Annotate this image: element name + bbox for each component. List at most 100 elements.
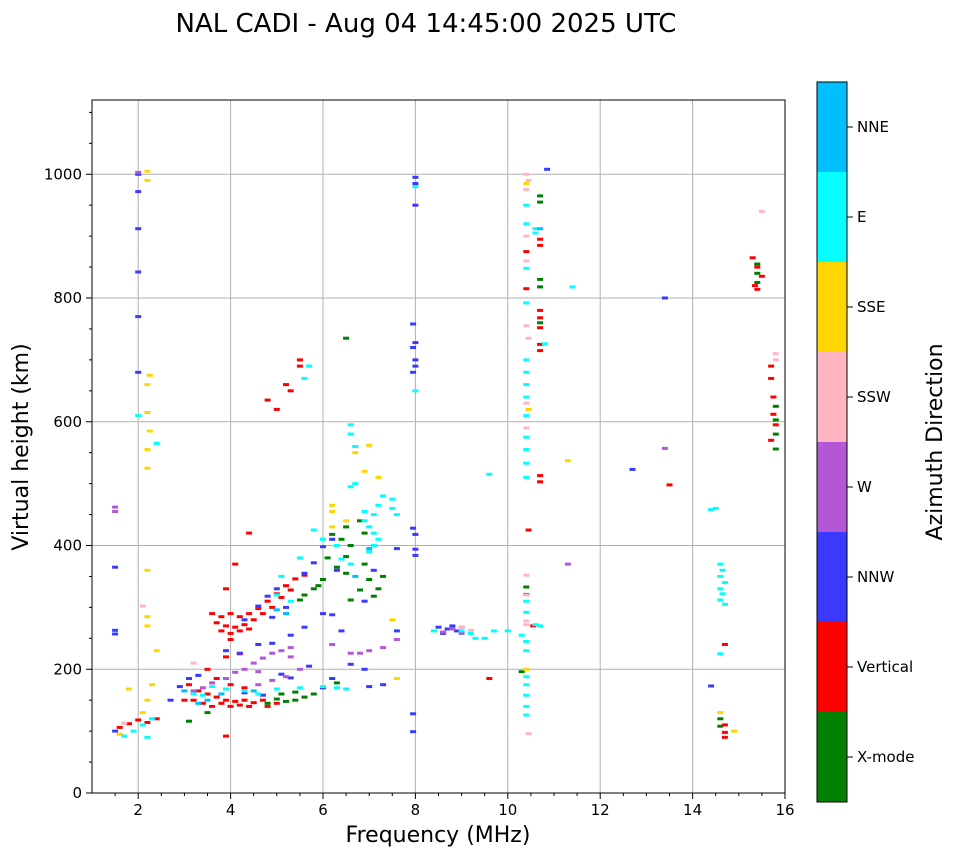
data-point bbox=[116, 732, 123, 736]
data-point bbox=[232, 562, 239, 566]
data-point bbox=[444, 627, 451, 631]
data-point bbox=[144, 466, 151, 470]
data-point bbox=[227, 638, 234, 641]
data-point bbox=[537, 200, 544, 204]
data-point bbox=[523, 599, 530, 603]
data-point bbox=[412, 547, 419, 551]
data-point bbox=[146, 429, 153, 433]
data-point bbox=[352, 574, 359, 578]
data-point bbox=[523, 426, 530, 430]
data-point bbox=[232, 699, 239, 703]
data-point bbox=[329, 677, 336, 680]
data-point bbox=[255, 683, 262, 687]
data-point bbox=[144, 383, 151, 387]
data-point bbox=[329, 510, 336, 513]
data-point bbox=[273, 608, 280, 612]
data-point bbox=[467, 631, 474, 635]
data-point bbox=[236, 703, 243, 707]
data-point bbox=[181, 698, 188, 702]
data-point bbox=[525, 732, 532, 736]
data-point bbox=[721, 581, 728, 585]
data-point bbox=[389, 506, 396, 510]
data-point bbox=[523, 683, 530, 687]
data-point bbox=[287, 633, 294, 637]
data-point bbox=[296, 686, 303, 690]
data-point bbox=[310, 561, 317, 565]
data-point bbox=[393, 629, 400, 633]
data-point bbox=[412, 532, 419, 536]
data-point bbox=[310, 528, 317, 532]
data-point bbox=[320, 545, 326, 549]
data-point bbox=[186, 719, 192, 723]
data-point bbox=[139, 723, 146, 727]
data-point bbox=[569, 285, 576, 289]
data-point bbox=[112, 632, 119, 636]
y-tick-label: 400 bbox=[53, 537, 82, 555]
data-point bbox=[144, 448, 151, 452]
data-point bbox=[213, 621, 220, 625]
data-point bbox=[301, 573, 308, 577]
data-point bbox=[306, 364, 313, 368]
data-point bbox=[523, 259, 530, 263]
data-point bbox=[544, 167, 551, 171]
y-tick-label: 0 bbox=[72, 784, 82, 802]
data-point bbox=[523, 619, 530, 623]
data-point bbox=[486, 472, 493, 476]
data-point bbox=[343, 571, 350, 575]
data-point bbox=[525, 336, 532, 340]
data-point bbox=[361, 562, 368, 566]
data-point bbox=[144, 698, 151, 702]
colorbar-label-w: W bbox=[857, 478, 872, 496]
data-point bbox=[629, 467, 636, 471]
data-point bbox=[283, 699, 289, 703]
data-point bbox=[338, 537, 345, 541]
data-point bbox=[370, 513, 377, 517]
data-point bbox=[666, 483, 673, 487]
data-point bbox=[241, 698, 248, 702]
data-point bbox=[241, 686, 248, 690]
data-point bbox=[347, 544, 354, 547]
data-point bbox=[366, 443, 373, 447]
data-point bbox=[112, 565, 119, 569]
data-point bbox=[523, 704, 530, 708]
data-point bbox=[287, 588, 294, 592]
data-point bbox=[343, 687, 350, 691]
data-point bbox=[144, 178, 151, 182]
data-point bbox=[204, 667, 211, 671]
data-point bbox=[338, 629, 345, 633]
y-tick-label: 600 bbox=[53, 413, 82, 431]
data-point bbox=[717, 562, 724, 566]
y-axis: 0 200 400 600 800 1000 bbox=[44, 111, 92, 802]
data-point bbox=[393, 638, 400, 641]
data-point bbox=[361, 531, 368, 535]
data-point bbox=[283, 383, 289, 387]
data-point bbox=[324, 556, 331, 560]
data-point bbox=[430, 629, 437, 633]
data-point bbox=[121, 721, 128, 725]
data-point bbox=[770, 412, 777, 416]
data-point bbox=[366, 547, 373, 551]
data-point bbox=[227, 704, 234, 708]
data-point bbox=[717, 587, 724, 591]
data-point bbox=[130, 729, 137, 733]
data-point bbox=[315, 584, 322, 588]
data-points bbox=[112, 167, 779, 739]
data-point bbox=[523, 370, 530, 374]
data-point bbox=[195, 673, 202, 677]
data-point bbox=[523, 234, 530, 238]
data-point bbox=[292, 577, 299, 581]
data-point bbox=[412, 185, 419, 189]
x-axis-label: Frequency (MHz) bbox=[346, 823, 531, 848]
data-point bbox=[283, 675, 289, 679]
x-tick-label: 2 bbox=[133, 801, 143, 819]
y-tick-label: 1000 bbox=[44, 165, 82, 183]
data-point bbox=[523, 203, 530, 207]
data-point bbox=[269, 641, 276, 645]
series-sse bbox=[116, 169, 738, 736]
data-point bbox=[412, 364, 419, 368]
data-point bbox=[333, 686, 340, 690]
data-point bbox=[537, 243, 544, 247]
data-point bbox=[721, 730, 728, 734]
data-point bbox=[269, 615, 276, 619]
